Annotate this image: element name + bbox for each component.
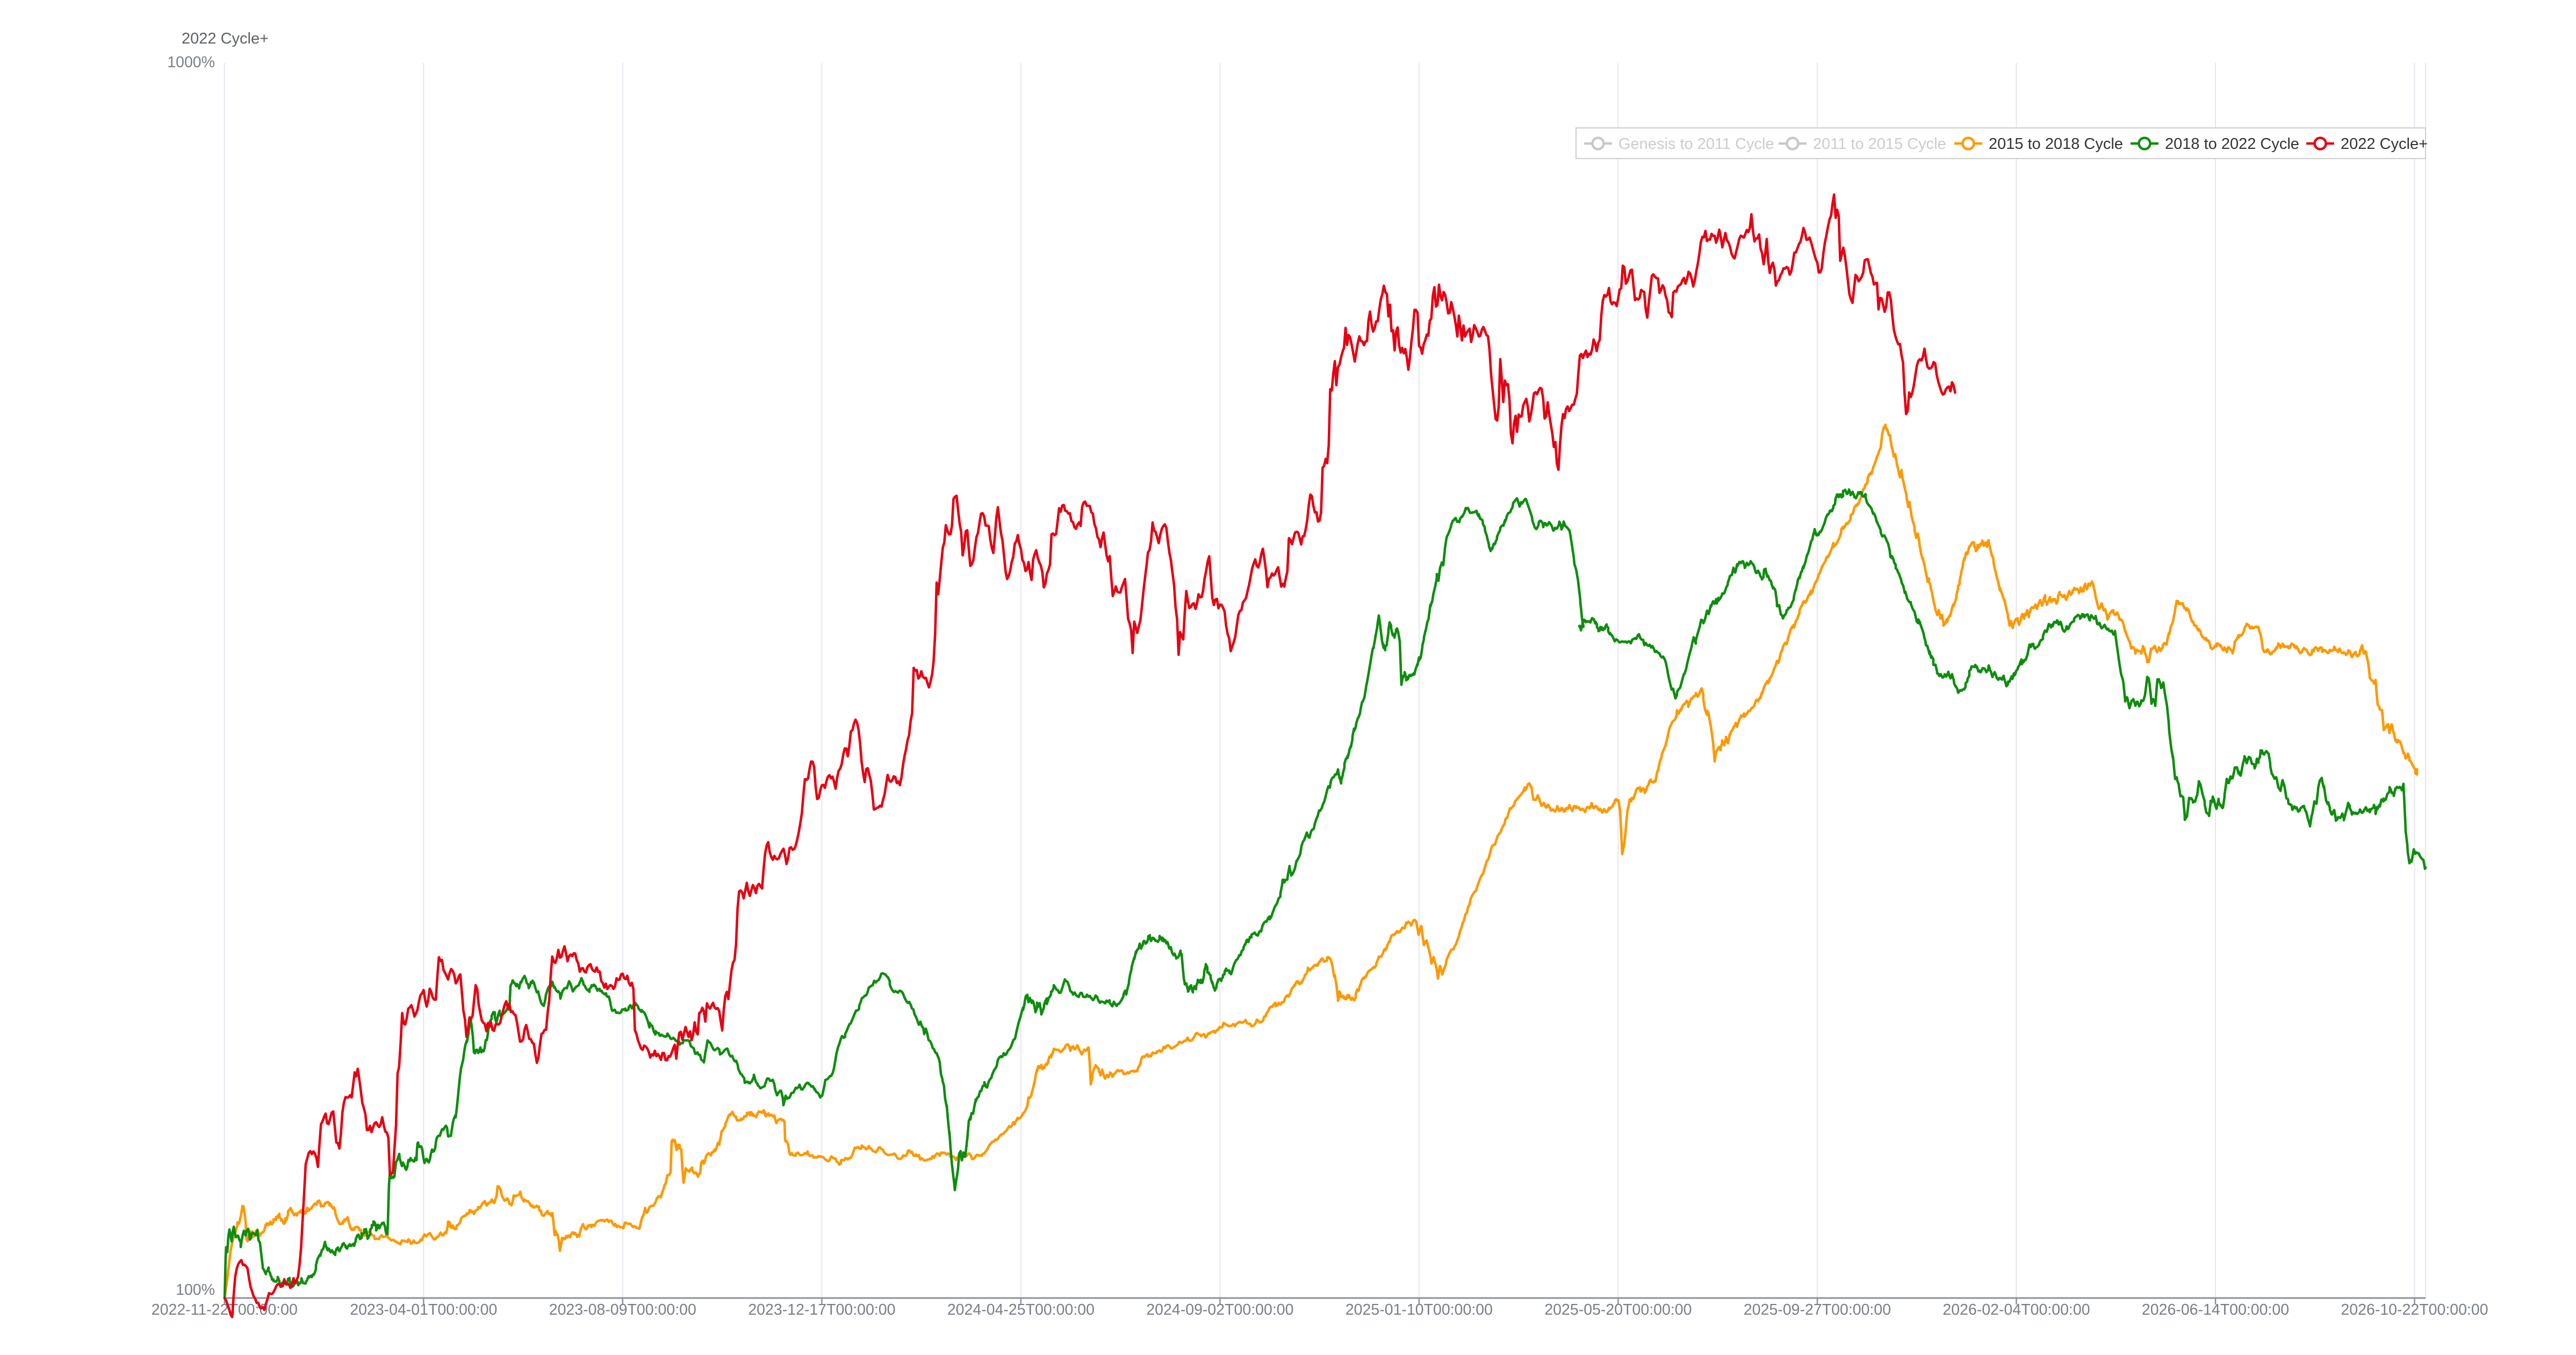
svg-text:2022-11-22T00:00:00: 2022-11-22T00:00:00 xyxy=(152,1301,298,1318)
svg-text:2023-04-01T00:00:00: 2023-04-01T00:00:00 xyxy=(350,1301,497,1318)
svg-text:2023-12-17T00:00:00: 2023-12-17T00:00:00 xyxy=(748,1301,895,1318)
svg-text:2015 to 2018 Cycle: 2015 to 2018 Cycle xyxy=(1989,135,2123,153)
svg-text:2026-10-22T00:00:00: 2026-10-22T00:00:00 xyxy=(2341,1301,2488,1318)
svg-text:2026-06-14T00:00:00: 2026-06-14T00:00:00 xyxy=(2142,1301,2289,1318)
svg-text:Genesis to 2011 Cycle: Genesis to 2011 Cycle xyxy=(1618,135,1774,153)
svg-text:2025-01-10T00:00:00: 2025-01-10T00:00:00 xyxy=(1345,1301,1493,1318)
svg-text:2023-08-09T00:00:00: 2023-08-09T00:00:00 xyxy=(549,1301,696,1318)
svg-text:2022 Cycle+: 2022 Cycle+ xyxy=(182,30,269,47)
svg-text:2024-04-25T00:00:00: 2024-04-25T00:00:00 xyxy=(947,1301,1095,1318)
svg-text:100%: 100% xyxy=(176,1281,215,1299)
svg-text:2018 to 2022 Cycle: 2018 to 2022 Cycle xyxy=(2165,135,2299,153)
svg-text:2026-02-04T00:00:00: 2026-02-04T00:00:00 xyxy=(1942,1301,2090,1318)
svg-text:1000%: 1000% xyxy=(167,54,215,71)
svg-text:2024-09-02T00:00:00: 2024-09-02T00:00:00 xyxy=(1146,1301,1293,1318)
svg-text:2025-09-27T00:00:00: 2025-09-27T00:00:00 xyxy=(1744,1301,1891,1318)
svg-text:2011 to 2015 Cycle: 2011 to 2015 Cycle xyxy=(1813,135,1946,153)
svg-text:2025-05-20T00:00:00: 2025-05-20T00:00:00 xyxy=(1544,1301,1692,1318)
svg-text:2022 Cycle+: 2022 Cycle+ xyxy=(2341,135,2428,153)
